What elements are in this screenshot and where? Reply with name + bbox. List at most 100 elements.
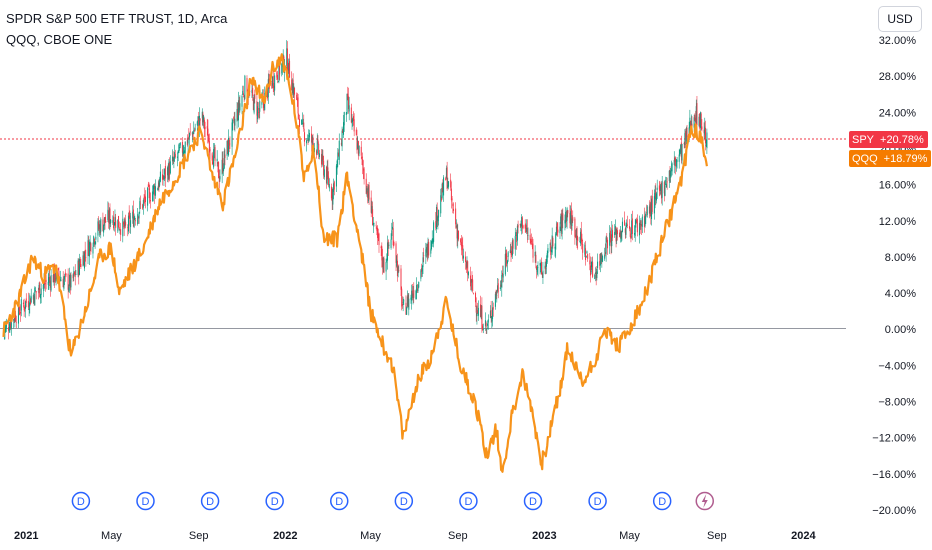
spy-candle-body [541,273,543,276]
spy-candle-body [372,209,374,226]
dividend-marker[interactable]: D [200,491,220,511]
spy-candle-body [355,129,357,136]
spy-candle-body [532,243,534,258]
spy-candle-body [626,223,628,226]
spy-candle-body [9,323,11,331]
spy-candle-body [30,298,32,305]
spy-candle-body [457,230,459,240]
spy-candle-body [223,150,225,169]
dividend-icon[interactable] [652,491,672,511]
spy-candle-body [343,122,345,135]
spy-candle-body [529,234,531,241]
spy-candle-body [470,279,472,283]
spy-candle-body [680,144,682,153]
spy-candle-body [279,61,281,75]
qqq-price-badge: QQQ +18.79% [849,150,932,167]
spy-candle-body [619,232,621,236]
spy-candle-body [396,260,398,277]
spy-candle-body [695,106,697,122]
spy-candle-body [216,158,218,162]
spy-candle-body [198,118,200,129]
spy-candle-body [58,270,60,278]
spy-candle-body [676,159,678,163]
spy-candle-body [332,188,334,205]
spy-candle-body [555,233,557,250]
dividend-icon[interactable] [394,491,414,511]
dividend-icon[interactable] [265,491,284,511]
dividend-marker[interactable]: D [330,491,349,511]
dividend-marker[interactable]: D [71,491,91,511]
spy-candle-body [486,329,488,330]
spy-candle-body [375,224,377,226]
dividend-icon[interactable] [588,491,607,511]
dividend-icon[interactable] [71,491,91,511]
spy-candle-body [649,204,651,214]
spy-candle-body [174,152,176,159]
compare-series-legend[interactable]: QQQ, CBOE ONE [6,32,113,47]
spy-candle-body [465,256,467,263]
dividend-marker[interactable]: D [394,491,414,511]
spy-candle-body [236,109,238,122]
dividend-icon-letter: D [594,496,602,508]
time-scale[interactable]: 2021 May Sep 2022 May Sep 2023 May Sep 2024 [14,530,817,542]
dividend-marker[interactable]: D [588,491,607,511]
y-tick-label: −8.00% [878,397,916,409]
dividend-icon-letter: D [206,496,214,508]
spy-candle-body [653,196,655,214]
spy-candle-body [342,130,344,133]
y-tick-label: −16.00% [872,469,916,481]
dividend-icon[interactable] [200,491,220,511]
spy-candle-body [371,206,373,213]
spy-candle-body [575,234,577,238]
spy-candle-body [559,226,561,234]
spy-candle-body [428,241,430,256]
spy-candle-body [124,220,126,227]
spy-candle-body [27,300,29,308]
spy-candle-body [440,196,442,201]
spy-candle-body [360,146,362,156]
dividend-icon[interactable] [523,491,543,511]
dividend-marker[interactable]: D [136,491,155,511]
spy-candle-body [675,159,677,167]
spy-candle-body [330,186,332,199]
dividend-marker[interactable]: D [459,491,478,511]
spy-candle-body [670,169,672,171]
spy-candle-body [318,143,320,155]
spy-candle-body [431,238,433,242]
spy-candle-body [530,239,532,245]
spy-candle-body [387,240,389,248]
spy-candle-body [423,255,425,256]
spy-candle-body [656,193,658,201]
x-tick-label: Sep [448,530,468,542]
dividend-marker[interactable]: D [652,491,672,511]
dividend-marker[interactable]: D [523,491,543,511]
main-series-legend[interactable]: SPDR S&P 500 ETF TRUST, 1D, Arca [6,11,228,26]
spy-candle-body [416,288,418,289]
x-tick-label: May [619,530,640,542]
currency-button[interactable]: USD [878,6,922,32]
spy-candle-body [133,216,135,227]
spy-candle-body [302,122,304,125]
spy-candle-body [531,245,533,247]
dividend-icon[interactable] [330,491,349,511]
dividend-icon[interactable] [459,491,478,511]
spy-candle-body [13,316,15,321]
spy-candle-body [382,257,384,269]
spy-candle-body [206,126,208,129]
spy-candle-body [113,224,115,226]
spy-candle-body [500,284,502,287]
spy-candle-body [377,227,379,239]
spy-candle-body [65,273,67,276]
spy-candle-body [34,290,36,291]
price-scale[interactable]: 32.00%28.00%24.00%20.00%16.00%12.00%8.00… [872,35,916,517]
spy-candle-body [166,167,168,176]
spy-candle-body [585,255,587,258]
spy-candle-body [462,255,464,259]
dividend-icon[interactable] [136,491,155,511]
split-marker[interactable] [695,491,715,511]
spy-candle-body [616,232,618,238]
spy-candle-body [651,198,653,220]
dividend-marker[interactable]: D [265,491,284,511]
spy-candle-body [686,127,688,137]
